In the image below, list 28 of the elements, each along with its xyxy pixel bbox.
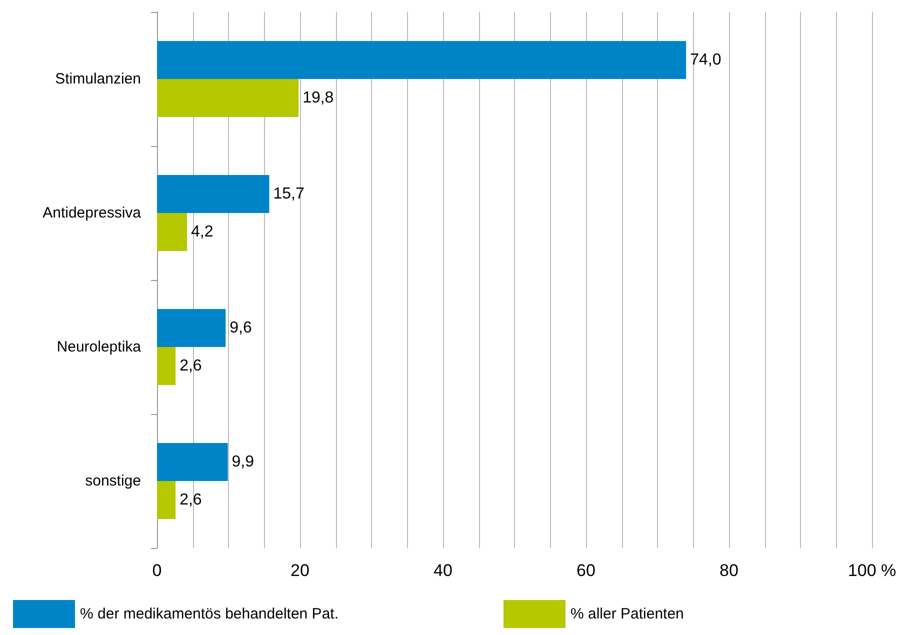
y-tick-label: sonstige: [85, 472, 141, 490]
bar: [157, 79, 299, 117]
x-tick-label: 20: [290, 561, 310, 580]
y-tick-label: Neuroleptika: [56, 338, 142, 356]
bar: [157, 213, 188, 251]
data-label: 74,0: [690, 52, 722, 68]
bar: [157, 443, 228, 481]
y-tick-label: Stimulanzien: [55, 70, 141, 88]
y-tick-label: Antidepressiva: [42, 204, 142, 222]
legend-label: % aller Patienten: [570, 606, 684, 622]
bar: [157, 175, 270, 213]
x-tick-label: 100 %: [848, 561, 896, 580]
bar: [157, 309, 226, 347]
x-tick-label: 60: [576, 561, 596, 580]
data-label: 19,8: [302, 90, 334, 106]
legend-label: % der medikamentös behandelten Pat.: [80, 606, 338, 622]
x-tick-label: 40: [434, 561, 452, 580]
bar: [157, 41, 686, 79]
data-label: 15,7: [273, 186, 304, 202]
data-label: 9,6: [230, 320, 252, 336]
bar: [157, 481, 176, 519]
data-label: 2,6: [180, 358, 202, 374]
bar: [157, 347, 176, 385]
data-label: 9,9: [232, 454, 254, 470]
x-tick-label: 80: [720, 561, 738, 580]
data-label: 4,2: [191, 224, 214, 240]
x-tick-label: 0: [152, 561, 162, 580]
data-label: 2,6: [180, 492, 202, 508]
